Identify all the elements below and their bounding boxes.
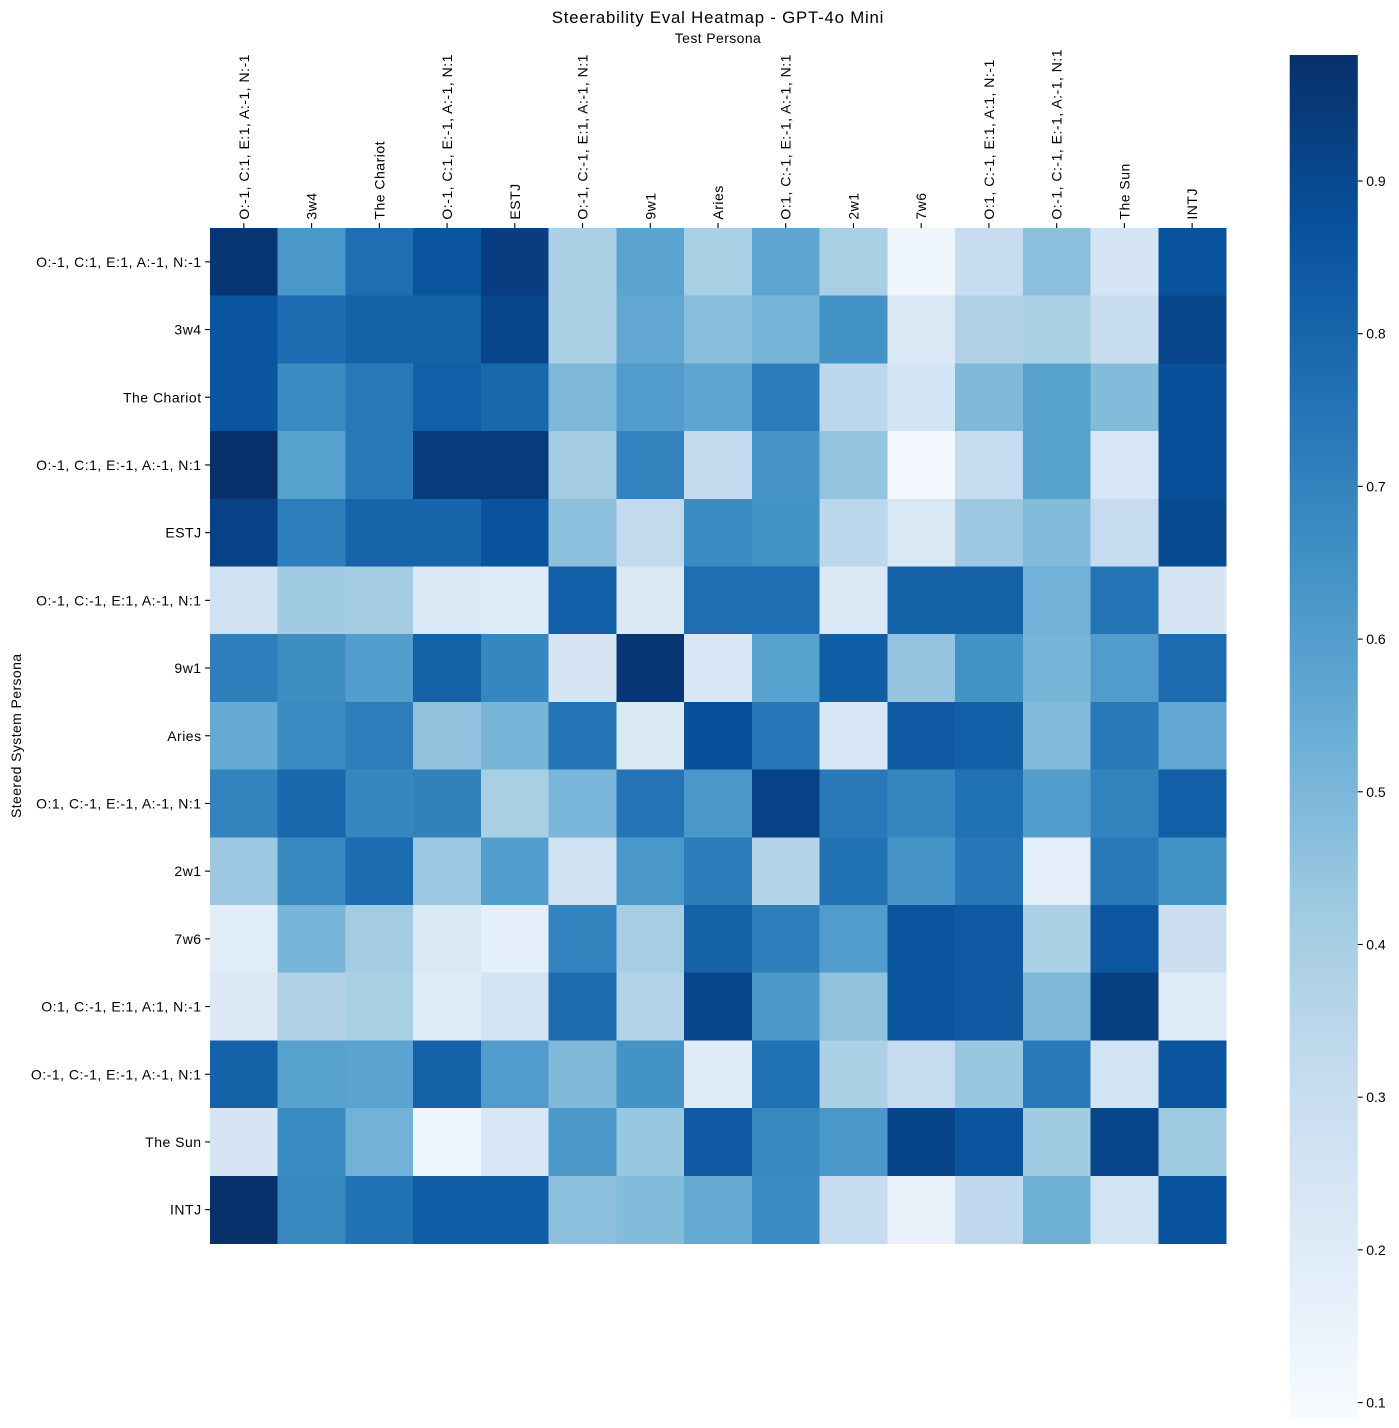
svg-text:Aries: Aries [710, 185, 726, 219]
svg-text:Aries: Aries [167, 728, 201, 744]
svg-text:3w4: 3w4 [304, 192, 320, 219]
svg-text:Steered System Persona: Steered System Persona [8, 654, 24, 818]
svg-text:O:-1, C:-1, E:1, A:-1, N:1: O:-1, C:-1, E:1, A:-1, N:1 [36, 592, 202, 608]
svg-text:The Chariot: The Chariot [123, 389, 202, 405]
svg-text:O:1, C:-1, E:-1, A:-1, N:1: O:1, C:-1, E:-1, A:-1, N:1 [778, 54, 794, 220]
svg-text:O:1, C:-1, E:-1, A:-1, N:1: O:1, C:-1, E:-1, A:-1, N:1 [36, 795, 202, 811]
svg-text:ESTJ: ESTJ [507, 183, 523, 219]
svg-text:O:1, C:-1, E:1, A:1, N:-1: O:1, C:-1, E:1, A:1, N:-1 [41, 999, 201, 1015]
svg-text:The Chariot: The Chariot [371, 141, 387, 220]
svg-text:0.5: 0.5 [1366, 784, 1386, 800]
svg-text:The Sun: The Sun [1116, 163, 1132, 219]
svg-text:9w1: 9w1 [174, 660, 201, 676]
svg-text:7w6: 7w6 [174, 931, 201, 947]
svg-text:O:-1, C:-1, E:1, A:-1, N:1: O:-1, C:-1, E:1, A:-1, N:1 [575, 54, 591, 220]
svg-text:ESTJ: ESTJ [165, 525, 201, 541]
svg-text:O:-1, C:1, E:-1, A:-1, N:1: O:-1, C:1, E:-1, A:-1, N:1 [36, 457, 202, 473]
svg-text:Steerability Eval Heatmap - GP: Steerability Eval Heatmap - GPT-4o Mini [552, 8, 884, 27]
svg-text:0.2: 0.2 [1366, 1242, 1386, 1258]
svg-text:O:-1, C:-1, E:-1, A:-1, N:1: O:-1, C:-1, E:-1, A:-1, N:1 [1049, 49, 1065, 220]
svg-text:O:1, C:-1, E:1, A:1, N:-1: O:1, C:-1, E:1, A:1, N:-1 [981, 59, 997, 219]
svg-text:0.9: 0.9 [1366, 173, 1386, 189]
svg-text:0.8: 0.8 [1366, 326, 1386, 342]
svg-text:INTJ: INTJ [1184, 188, 1200, 220]
svg-text:Test Persona: Test Persona [675, 30, 762, 46]
svg-text:7w6: 7w6 [913, 192, 929, 219]
svg-text:0.6: 0.6 [1366, 631, 1386, 647]
svg-text:2w1: 2w1 [845, 192, 861, 219]
svg-text:0.1: 0.1 [1366, 1395, 1386, 1411]
svg-text:O:-1, C:-1, E:-1, A:-1, N:1: O:-1, C:-1, E:-1, A:-1, N:1 [31, 1066, 202, 1082]
svg-text:O:-1, C:1, E:1, A:-1, N:-1: O:-1, C:1, E:1, A:-1, N:-1 [236, 54, 252, 220]
svg-text:The Sun: The Sun [145, 1134, 201, 1150]
svg-text:0.7: 0.7 [1366, 478, 1386, 494]
svg-text:2w1: 2w1 [174, 863, 201, 879]
svg-text:3w4: 3w4 [174, 322, 201, 338]
svg-text:9w1: 9w1 [642, 192, 658, 219]
svg-text:0.3: 0.3 [1366, 1089, 1386, 1105]
svg-text:0.4: 0.4 [1366, 936, 1386, 952]
svg-text:O:-1, C:1, E:1, A:-1, N:-1: O:-1, C:1, E:1, A:-1, N:-1 [36, 254, 202, 270]
svg-text:O:-1, C:1, E:-1, A:-1, N:1: O:-1, C:1, E:-1, A:-1, N:1 [439, 54, 455, 220]
svg-text:INTJ: INTJ [170, 1202, 202, 1218]
